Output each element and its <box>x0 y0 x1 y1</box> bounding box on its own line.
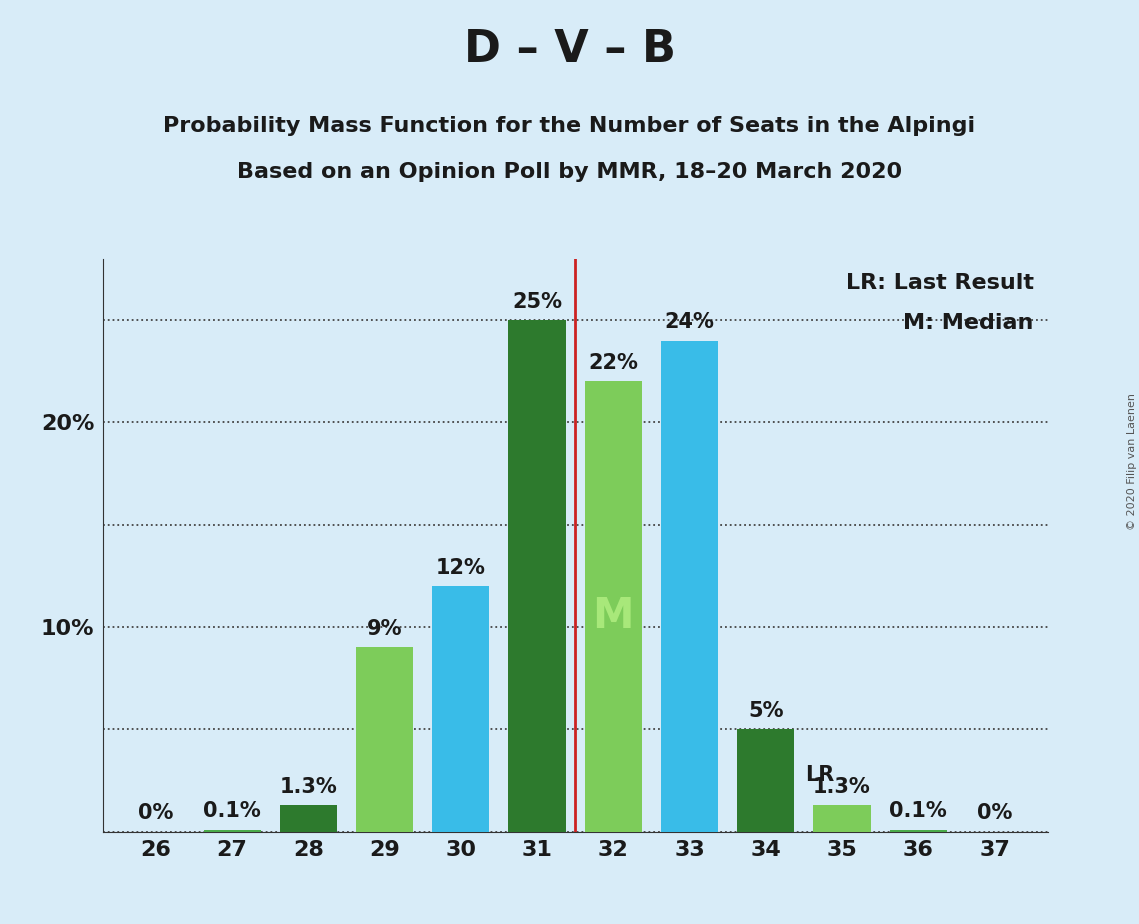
Text: 1.3%: 1.3% <box>813 777 871 796</box>
Text: LR: Last Result: LR: Last Result <box>845 274 1034 293</box>
Text: 24%: 24% <box>665 312 714 333</box>
Text: © 2020 Filip van Laenen: © 2020 Filip van Laenen <box>1126 394 1137 530</box>
Text: M: Median: M: Median <box>903 313 1034 334</box>
Text: 5%: 5% <box>748 701 784 721</box>
Bar <box>890 830 947 832</box>
Bar <box>584 382 642 832</box>
Bar <box>204 830 261 832</box>
Text: D – V – B: D – V – B <box>464 28 675 71</box>
Text: LR: LR <box>805 765 835 785</box>
Text: 0.1%: 0.1% <box>203 801 261 821</box>
Bar <box>280 805 337 832</box>
Text: 9%: 9% <box>367 619 402 639</box>
Text: Based on an Opinion Poll by MMR, 18–20 March 2020: Based on an Opinion Poll by MMR, 18–20 M… <box>237 162 902 182</box>
Bar <box>432 586 490 832</box>
Bar <box>813 805 870 832</box>
Bar <box>661 341 719 832</box>
Text: Probability Mass Function for the Number of Seats in the Alpingi: Probability Mass Function for the Number… <box>163 116 976 136</box>
Text: M: M <box>592 594 634 637</box>
Text: 0%: 0% <box>977 803 1013 823</box>
Bar <box>508 320 566 832</box>
Text: 0.1%: 0.1% <box>890 801 948 821</box>
Bar <box>737 729 794 832</box>
Text: 12%: 12% <box>436 558 485 578</box>
Text: 1.3%: 1.3% <box>279 777 337 796</box>
Text: 22%: 22% <box>589 353 638 373</box>
Bar <box>357 648 413 832</box>
Text: 0%: 0% <box>138 803 173 823</box>
Text: 25%: 25% <box>513 292 562 312</box>
